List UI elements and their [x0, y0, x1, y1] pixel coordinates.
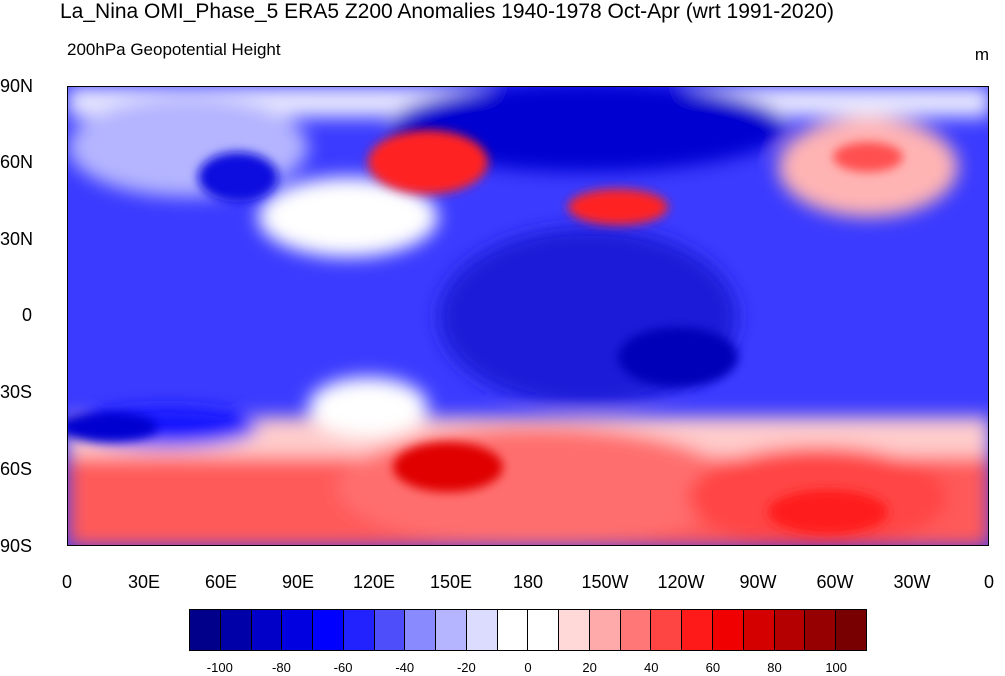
lon-label-30e: 30E [127, 572, 161, 592]
lat-label-60n: 60N [0, 152, 34, 172]
colorbar-box [805, 610, 837, 650]
lon-label-120w: 120W [657, 572, 705, 592]
colorbar-box [528, 610, 560, 650]
lon-label-90w: 90W [739, 572, 777, 592]
lon-label-60w: 60W [816, 572, 854, 592]
lat-label-30n: 30N [0, 229, 34, 249]
lat-label-60s: 60S [0, 459, 33, 479]
colorbar-box [774, 610, 806, 650]
lon-label-0: 0 [61, 572, 73, 592]
lon-label-60e: 60E [204, 572, 238, 592]
colorbar-box [343, 610, 375, 650]
colorbar-box [620, 610, 652, 650]
lat-label-90n: 90N [0, 76, 34, 96]
lat-label-90s: 90S [0, 536, 33, 556]
colorbar-label: -80 [272, 660, 291, 675]
colorbar-box [282, 610, 314, 650]
colorbar-label: 60 [705, 660, 721, 675]
lon-label-30w: 30W [893, 572, 931, 592]
colorbar-label: 0 [524, 660, 532, 675]
field-layer-cores [68, 130, 903, 534]
map-subtitle: 200hPa Geopotential Height [67, 40, 281, 59]
colorbar-box [559, 610, 590, 650]
lat-label-30s: 30S [0, 382, 33, 402]
lon-label-120e: 120E [352, 572, 396, 592]
colorbar-label: -20 [456, 660, 476, 675]
colorbar-box [220, 610, 252, 650]
map-field-svg [68, 87, 988, 545]
colorbar-box [743, 610, 775, 650]
colorbar-box [497, 610, 529, 650]
colorbar [189, 609, 867, 651]
colorbar-box [836, 610, 866, 650]
colorbar-label: -40 [395, 660, 415, 675]
colorbar-label: -100 [206, 660, 233, 675]
colorbar-label: 80 [767, 660, 782, 675]
colorbar-box [589, 610, 621, 650]
colorbar-box [651, 610, 683, 650]
colorbar-box [405, 610, 437, 650]
colorbar-label: 100 [825, 660, 848, 675]
units-label: m [974, 45, 989, 64]
lon-label-150w: 150W [581, 572, 629, 592]
anomaly-map [67, 86, 989, 546]
colorbar-box [682, 610, 714, 650]
lon-label-150e: 150E [429, 572, 473, 592]
colorbar-box [190, 610, 221, 650]
colorbar-box [313, 610, 344, 650]
colorbar-label: 20 [582, 660, 597, 675]
lon-label-180: 180 [512, 572, 544, 592]
colorbar-box [374, 610, 406, 650]
map-title: La_Nina OMI_Phase_5 ERA5 Z200 Anomalies … [60, 0, 834, 23]
lat-label-eq: 0 [22, 305, 33, 325]
colorbar-box [466, 610, 498, 650]
colorbar-box [436, 610, 467, 650]
colorbar-label: -60 [333, 660, 353, 675]
lon-label-0-east: 0 [983, 572, 995, 592]
colorbar-box [251, 610, 283, 650]
lon-label-90e: 90E [281, 572, 315, 592]
colorbar-box [713, 610, 744, 650]
colorbar-label: 40 [644, 660, 659, 675]
